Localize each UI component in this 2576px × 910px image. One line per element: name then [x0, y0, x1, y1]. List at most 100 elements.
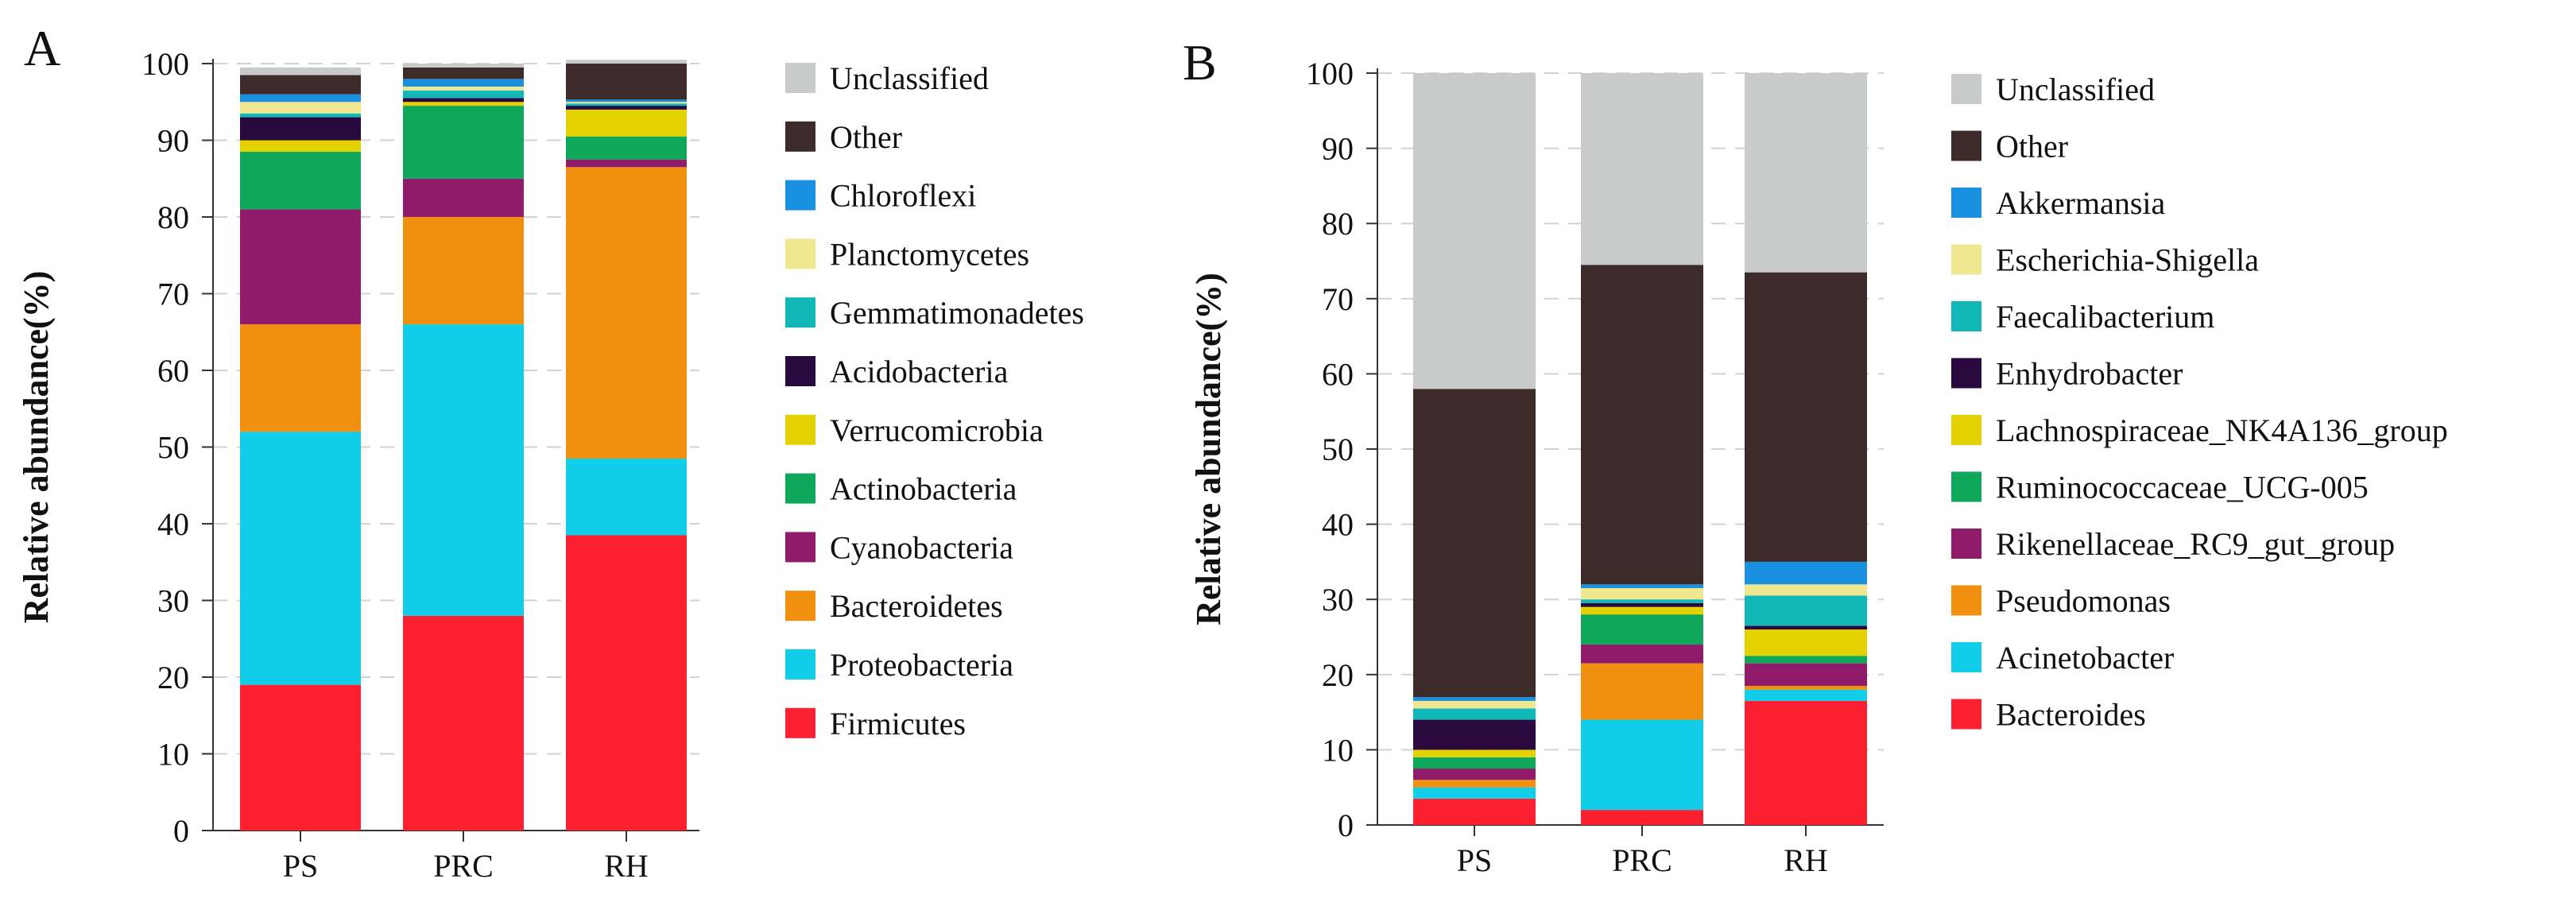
- y-tick-label: 40: [1322, 507, 1354, 543]
- bar-segment: [1413, 787, 1536, 799]
- panel-label-b: B: [1183, 34, 1217, 91]
- bar-segment: [403, 64, 524, 68]
- legend-label: Actinobacteria: [830, 471, 1017, 507]
- legend-swatch: [785, 63, 815, 93]
- y-tick-label: 10: [1322, 732, 1354, 768]
- legend-label: Verrucomicrobia: [830, 412, 1044, 448]
- bar-segment: [1413, 697, 1536, 701]
- legend-swatch: [1951, 699, 1981, 730]
- legend-label: Pseudomonas: [1996, 583, 2171, 619]
- x-tick-label: PRC: [433, 848, 494, 884]
- bar-segment: [1745, 584, 1867, 596]
- legend-swatch: [785, 473, 815, 504]
- bar-segment: [1581, 606, 1703, 615]
- legend-swatch: [1951, 244, 1981, 275]
- bar-segment: [566, 535, 687, 831]
- legend-swatch: [785, 180, 815, 211]
- bar-segment: [403, 98, 524, 103]
- bar-segment: [1581, 599, 1703, 603]
- bar-segment: [240, 324, 361, 432]
- bar-segment: [1413, 73, 1536, 389]
- y-tick-label: 90: [157, 123, 189, 159]
- bar-segment: [240, 151, 361, 210]
- legend-label: Cyanobacteria: [830, 529, 1013, 565]
- x-tick-label: RH: [604, 848, 649, 884]
- bar-segment: [566, 102, 687, 104]
- legend-label: Rikenellaceae_RC9_gut_group: [1996, 526, 2395, 562]
- bar-segment: [1581, 602, 1703, 607]
- legend-swatch: [785, 707, 815, 738]
- bar-segment: [1745, 663, 1867, 686]
- legend-swatch: [785, 356, 815, 386]
- bar-segment: [1745, 656, 1867, 664]
- legend-swatch: [1951, 642, 1981, 672]
- bar-segment: [1581, 265, 1703, 585]
- bar-segment: [566, 106, 687, 110]
- x-tick-label: PS: [283, 848, 319, 884]
- legend-label: Faecalibacterium: [1996, 299, 2214, 335]
- bar-segment: [403, 324, 524, 616]
- bar-segment: [1745, 689, 1867, 701]
- legend-label: Proteobacteria: [830, 647, 1013, 683]
- bar-segment: [1413, 719, 1536, 750]
- bar-segment: [240, 102, 361, 114]
- y-axis-label: Relative abundance(%): [17, 271, 56, 624]
- bar-segment: [1581, 663, 1703, 720]
- legend-label: Lachnospiraceae_NK4A136_group: [1996, 412, 2448, 448]
- bar-segment: [240, 94, 361, 103]
- y-tick-label: 40: [157, 506, 189, 542]
- y-tick-label: 0: [173, 813, 189, 849]
- y-tick-label: 0: [1338, 807, 1354, 843]
- legend-label: Ruminococcaceae_UCG-005: [1996, 470, 2369, 505]
- bar-segment: [1413, 749, 1536, 757]
- bar-segment: [240, 113, 361, 118]
- bar-segment: [1413, 757, 1536, 769]
- legend-swatch: [1951, 130, 1981, 161]
- bar-segment: [1745, 561, 1867, 585]
- bar-segment: [566, 167, 687, 459]
- bar-segment: [566, 136, 687, 160]
- bar-segment: [1581, 614, 1703, 645]
- y-tick-label: 70: [157, 277, 189, 312]
- bar-segment: [403, 217, 524, 325]
- bar-segment: [566, 60, 687, 64]
- legend-swatch: [1951, 585, 1981, 616]
- bar-segment: [1413, 708, 1536, 720]
- bar-segment: [1581, 584, 1703, 589]
- bar-segment: [1581, 810, 1703, 825]
- legend-label: Escherichia-Shigella: [1996, 242, 2259, 278]
- bar-segment: [1413, 389, 1536, 698]
- legend-label: Other: [830, 119, 902, 155]
- legend-label: Unclassified: [1996, 72, 2155, 107]
- bar-segment: [566, 159, 687, 168]
- panel-label-a: A: [24, 20, 60, 76]
- bar-segment: [1745, 73, 1867, 273]
- bar-segment: [240, 209, 361, 325]
- y-tick-label: 50: [1322, 432, 1354, 467]
- bar-segment: [1413, 700, 1536, 709]
- x-tick-label: PRC: [1612, 842, 1672, 878]
- legend-label: Planctomycetes: [830, 236, 1029, 272]
- y-tick-label: 20: [157, 660, 189, 695]
- bar-segment: [566, 458, 687, 536]
- legend-swatch: [785, 649, 815, 680]
- legend-swatch: [1951, 188, 1981, 218]
- legend-label: Bacteroidetes: [830, 588, 1003, 624]
- bar-segment: [240, 432, 361, 685]
- y-tick-label: 100: [1306, 56, 1354, 91]
- y-tick-label: 60: [1322, 356, 1354, 392]
- bar-segment: [1745, 272, 1867, 562]
- legend-label: Unclassified: [830, 60, 989, 96]
- legend-label: Firmicutes: [830, 706, 966, 742]
- bar-segment: [403, 178, 524, 217]
- bar-segment: [403, 102, 524, 106]
- bar-segment: [1581, 588, 1703, 600]
- legend-label: Other: [1996, 129, 2068, 165]
- legend-label: Acidobacteria: [830, 354, 1009, 389]
- legend-swatch: [785, 532, 815, 563]
- bar-segment: [240, 75, 361, 95]
- bar-segment: [1413, 769, 1536, 780]
- y-tick-label: 50: [157, 430, 189, 466]
- bar-segment: [1413, 798, 1536, 825]
